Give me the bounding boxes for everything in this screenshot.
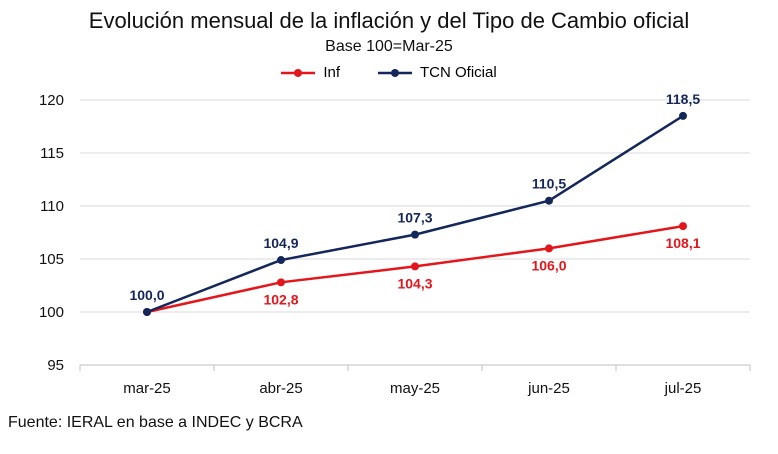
series-1-point-2 [411,230,419,239]
series-0-point-2 [411,262,419,271]
legend-item-inf: Inf [281,64,340,81]
x-tick-label-jun-25: jun-25 [527,380,570,397]
data-label-series-1-3: 110,5 [532,176,566,192]
data-label-series-0-3: 106,0 [531,257,566,273]
data-label-series-1-1: 104,9 [263,235,298,251]
data-label-series-0-4: 108,1 [665,235,700,251]
x-tick-label-mar-25: mar-25 [123,380,171,397]
chart-title: Evolución mensual de la inflación y del … [88,8,690,33]
y-tick-label-120: 120 [39,92,64,109]
legend-label-tcn: TCN Oficial [420,64,497,81]
x-tick-label-jul-25: jul-25 [664,380,702,397]
legend-swatch-tcn [378,68,412,77]
legend-swatch-inf [281,68,316,77]
y-tick-label-115: 115 [40,145,64,162]
series-1-point-0 [143,308,151,316]
series-1-point-1 [277,256,285,265]
x-tick-label-may-25: may-25 [390,380,440,397]
chart-subtitle: Base 100=Mar-25 [325,38,453,55]
series-0-point-3 [545,244,553,253]
source-note: Fuente: IERAL en base a INDEC y BCRA [8,414,303,431]
series-0-point-1 [277,278,285,287]
y-tick-label-105: 105 [39,251,64,268]
y-tick-label-95: 95 [47,357,64,374]
data-label-series-1-4: 118,5 [666,91,700,107]
data-label-series-1-0: 100,0 [129,287,164,303]
data-label-series-0-1: 102,8 [263,291,298,307]
y-tick-label-110: 110 [40,198,64,215]
y-tick-label-100: 100 [39,304,64,321]
legend-label-inf: Inf [323,64,340,81]
series-1-point-4 [679,111,687,120]
legend-item-tcn: TCN Oficial [378,64,497,81]
data-label-series-1-2: 107,3 [397,210,432,226]
series-0-point-4 [679,222,687,231]
series-1-point-3 [545,196,553,205]
chart-legend: Inf TCN Oficial [0,64,778,81]
data-label-series-0-2: 104,3 [397,275,432,291]
x-tick-label-abr-25: abr-25 [259,380,302,397]
